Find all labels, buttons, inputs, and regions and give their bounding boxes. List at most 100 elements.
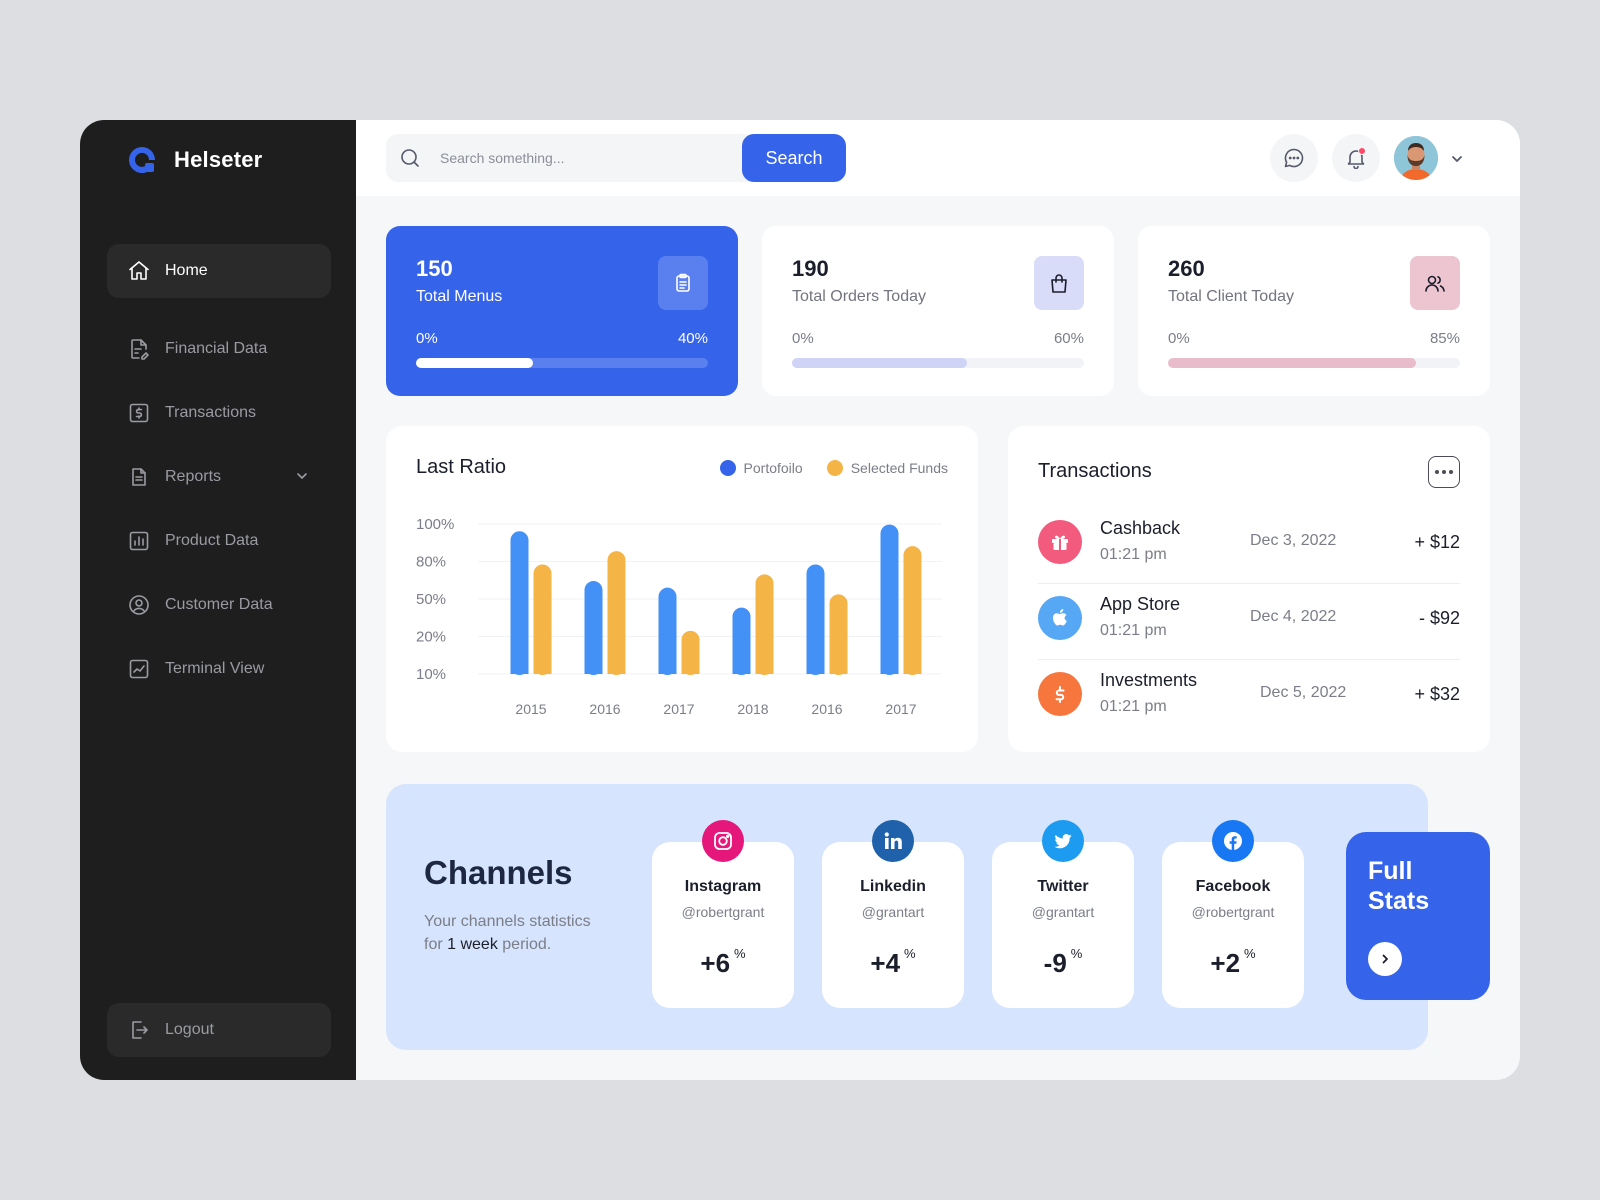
bar-selected-funds[interactable] — [903, 546, 922, 675]
channel-name: Instagram — [684, 878, 762, 895]
users-icon — [1410, 256, 1460, 310]
bar-portfolio[interactable] — [584, 581, 603, 675]
bar-base — [584, 665, 603, 674]
channel-name: Twitter — [1037, 878, 1089, 895]
transaction-row[interactable]: Investments 01:21 pm Dec 5, 2022 + $32 — [1038, 660, 1460, 736]
bar-base — [732, 665, 751, 674]
sidebar-item-product-data[interactable]: Product Data — [107, 514, 331, 568]
full-stats-label: Full Stats — [1368, 857, 1430, 915]
bar-portfolio[interactable] — [732, 607, 751, 675]
stat-min: 0% — [416, 330, 438, 347]
dollar-square-icon — [127, 401, 151, 425]
sidebar-nav: Home Financial Data Transactions Reports — [107, 244, 331, 706]
app-window: Helseter Home Financial Data Transaction… — [80, 120, 1520, 1080]
last-ratio-chart: 100% 80% 50% 20% 10% 2015 2016 2017 2018 2016 2017 — [416, 516, 942, 717]
channels-subtitle: Your channels statistics for 1 week peri… — [424, 913, 591, 953]
bar-base — [829, 665, 848, 674]
legend-item-selected-funds[interactable]: Selected Funds — [826, 460, 948, 476]
gift-icon — [1038, 520, 1082, 564]
twitter-icon — [1042, 820, 1084, 862]
bar-chart-icon — [127, 529, 151, 553]
y-tick-label: 10% — [416, 666, 446, 683]
stat-label: Total Orders Today — [792, 288, 926, 305]
chevron-down-icon[interactable] — [295, 469, 309, 483]
bar-portfolio[interactable] — [806, 564, 825, 675]
bar-selected-funds[interactable] — [681, 630, 700, 675]
legend-label: Portofoilo — [743, 460, 803, 476]
full-stats-button[interactable]: Full Stats — [1346, 832, 1490, 1000]
bar-selected-funds[interactable] — [829, 594, 848, 675]
sidebar-item-home[interactable]: Home — [107, 244, 331, 298]
channel-stat: +2% — [1210, 946, 1256, 978]
bar-base — [658, 665, 677, 674]
bar-base — [533, 665, 552, 674]
stat-card-total-menus[interactable]: 150 Total Menus 0% 40% — [386, 226, 738, 396]
notifications-button[interactable] — [1332, 134, 1380, 182]
channel-card-twitter[interactable]: Twitter @grantart -9% — [992, 820, 1134, 1008]
y-tick-label: 50% — [416, 591, 446, 608]
channel-card-linkedin[interactable]: Linkedin @grantart +4% — [822, 820, 964, 1008]
sidebar-item-customer-data[interactable]: Customer Data — [107, 578, 331, 632]
transaction-name: App Store — [1100, 594, 1181, 614]
sidebar-item-transactions[interactable]: Transactions — [107, 386, 331, 440]
progress-bar — [1168, 358, 1460, 368]
bar-portfolio[interactable] — [510, 531, 529, 675]
bar-base — [880, 665, 899, 674]
bar-base — [903, 665, 922, 674]
bar-portfolio[interactable] — [658, 587, 677, 675]
bar-base — [806, 665, 825, 674]
transactions-title: Transactions — [1038, 460, 1152, 482]
chat-bubble-icon — [1284, 148, 1304, 168]
bar-portfolio[interactable] — [880, 524, 899, 675]
sidebar-item-reports[interactable]: Reports — [107, 450, 331, 504]
chevron-down-icon[interactable] — [1450, 152, 1464, 166]
transaction-row[interactable]: Cashback 01:21 pm Dec 3, 2022 + $12 — [1038, 508, 1460, 584]
sidebar-item-label: Customer Data — [165, 596, 273, 613]
transaction-amount: + $32 — [1414, 684, 1460, 704]
legend-label: Selected Funds — [850, 460, 948, 476]
channels-panel: Channels Your channels statistics for 1 … — [386, 784, 1428, 1050]
bar-selected-funds[interactable] — [607, 551, 626, 675]
chart-legend: Portofoilo Selected Funds — [719, 460, 948, 476]
bar-selected-funds[interactable] — [533, 564, 552, 675]
stat-card-total-clients[interactable]: 260 Total Client Today 0% 85% — [1138, 226, 1490, 396]
transaction-row[interactable]: App Store 01:21 pm Dec 4, 2022 - $92 — [1038, 584, 1460, 660]
home-icon — [127, 259, 151, 283]
user-circle-icon — [127, 593, 151, 617]
channel-card-facebook[interactable]: Facebook @robertgrant +2% — [1162, 820, 1304, 1008]
channel-handle: @grantart — [861, 904, 925, 920]
chevron-right-icon[interactable] — [1368, 942, 1402, 976]
stat-card-total-orders[interactable]: 190 Total Orders Today 0% 60% — [762, 226, 1114, 396]
avatar-image — [1394, 136, 1438, 180]
channel-name: Facebook — [1195, 878, 1271, 895]
y-tick-label: 100% — [416, 516, 454, 533]
transaction-time: 01:21 pm — [1100, 698, 1167, 715]
sidebar-item-label: Terminal View — [165, 660, 265, 677]
sidebar-item-terminal-view[interactable]: Terminal View — [107, 642, 331, 696]
transaction-date: Dec 4, 2022 — [1250, 608, 1337, 625]
transaction-date: Dec 5, 2022 — [1260, 684, 1347, 701]
channel-card-instagram[interactable]: Instagram @robertgrant +6% — [652, 820, 794, 1008]
x-tick-label: 2016 — [589, 701, 620, 717]
search-input[interactable] — [440, 134, 730, 182]
x-tick-label: 2017 — [885, 701, 916, 717]
channels-title: Channels — [424, 854, 573, 891]
report-icon — [127, 465, 151, 489]
more-options-button[interactable] — [1428, 456, 1460, 488]
bar-selected-funds[interactable] — [755, 574, 774, 675]
avatar[interactable] — [1394, 136, 1438, 180]
stat-label: Total Client Today — [1168, 288, 1294, 305]
search-icon — [401, 149, 419, 167]
search-button[interactable]: Search — [742, 134, 846, 182]
x-tick-label: 2016 — [811, 701, 842, 717]
logout-label: Logout — [165, 1021, 214, 1038]
channel-stat: -9% — [1043, 946, 1083, 978]
legend-item-portfolio[interactable]: Portofoilo — [719, 460, 803, 476]
brand[interactable]: Helseter — [126, 144, 262, 176]
messages-button[interactable] — [1270, 134, 1318, 182]
channel-handle: @robertgrant — [681, 904, 765, 920]
logout-button[interactable]: Logout — [107, 1003, 331, 1057]
y-tick-label: 20% — [416, 629, 446, 646]
sidebar-item-financial-data[interactable]: Financial Data — [107, 322, 331, 376]
transactions-card: Transactions Cashback 01:21 pm Dec 3, 20… — [1008, 426, 1490, 752]
